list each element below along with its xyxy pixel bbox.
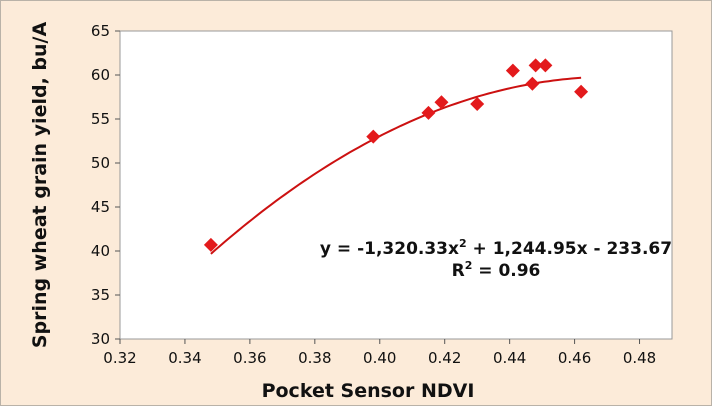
data-point	[421, 105, 436, 120]
data-point	[505, 63, 520, 78]
x-tick-label: 0.48	[623, 349, 656, 367]
r-squared-label: R2 = 0.96	[452, 259, 541, 281]
x-axis-title: Pocket Sensor NDVI	[262, 380, 475, 402]
y-tick-label: 45	[91, 198, 110, 216]
data-point	[528, 58, 543, 73]
data-point	[434, 95, 449, 110]
y-tick-label: 65	[91, 22, 110, 40]
y-axis: 30 35 40 45 50 55 60 65	[91, 22, 120, 348]
x-tick-label: 0.46	[558, 349, 591, 367]
y-tick-label: 30	[91, 330, 110, 348]
x-tick-label: 0.40	[363, 349, 396, 367]
x-tick-label: 0.36	[233, 349, 266, 367]
data-points	[203, 58, 589, 252]
trendline	[210, 76, 582, 255]
data-point	[366, 129, 381, 144]
data-point	[203, 237, 218, 252]
x-tick-label: 0.42	[428, 349, 461, 367]
x-axis: 0.32 0.34 0.36 0.38 0.40 0.42 0.44 0.46 0.48	[103, 339, 656, 367]
y-tick-label: 55	[91, 110, 110, 128]
x-tick-label: 0.34	[168, 349, 201, 367]
y-tick-label: 35	[91, 286, 110, 304]
x-tick-label: 0.32	[103, 349, 136, 367]
data-point	[470, 97, 485, 112]
y-axis-title: Spring wheat grain yield, bu/A	[29, 22, 51, 349]
equation-label: y = -1,320.33x2 + 1,244.95x - 233.67	[320, 237, 672, 259]
y-tick-label: 60	[91, 66, 110, 84]
data-point	[574, 84, 589, 99]
x-tick-label: 0.44	[493, 349, 526, 367]
plot-area	[119, 30, 673, 340]
data-point	[538, 58, 553, 73]
x-tick-label: 0.38	[298, 349, 331, 367]
y-tick-label: 40	[91, 242, 110, 260]
data-point	[525, 76, 540, 91]
y-tick-label: 50	[91, 154, 110, 172]
